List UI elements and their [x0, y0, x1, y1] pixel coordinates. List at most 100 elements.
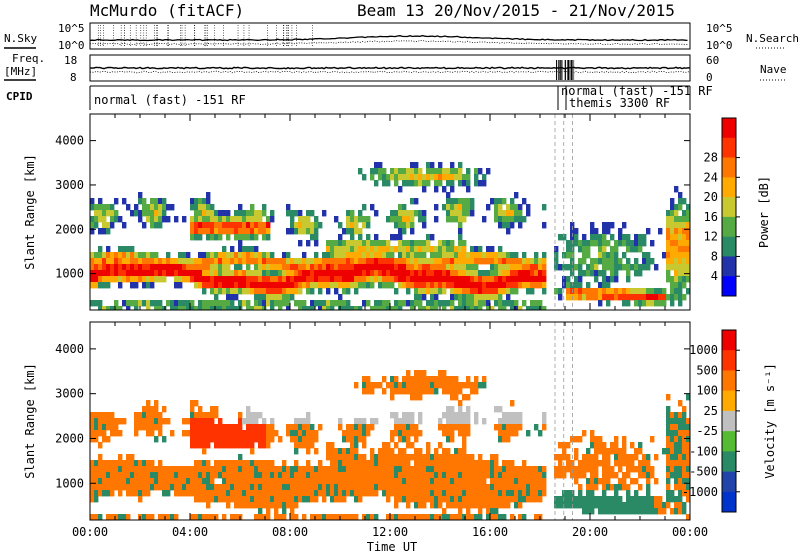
heatmap-cell — [238, 502, 243, 509]
heatmap-cell — [626, 490, 631, 497]
heatmap-cell — [482, 276, 487, 283]
heatmap-cell — [262, 288, 267, 295]
heatmap-cell — [134, 430, 139, 437]
heatmap-cell — [214, 258, 219, 265]
heatmap-cell — [526, 264, 531, 271]
heatmap-cell — [518, 276, 523, 283]
heatmap-cell — [402, 258, 407, 265]
heatmap-cell — [214, 496, 219, 503]
heatmap-cell — [478, 502, 483, 509]
heatmap-cell — [618, 294, 623, 301]
heatmap-cell — [474, 502, 479, 509]
heatmap-cell — [418, 174, 423, 181]
heatmap-cell — [458, 454, 463, 461]
heatmap-cell — [674, 460, 679, 467]
heatmap-cell — [370, 460, 375, 467]
heatmap-cell — [686, 276, 690, 283]
heatmap-cell — [190, 306, 195, 310]
heatmap-cell — [414, 288, 419, 295]
heatmap-cell — [678, 418, 683, 425]
heatmap-cell — [310, 270, 315, 277]
colorbar-segment — [722, 410, 736, 432]
heatmap-cell — [594, 234, 599, 241]
heatmap-cell — [454, 294, 459, 301]
heatmap-cell — [682, 246, 687, 253]
heatmap-cell — [170, 466, 175, 473]
heatmap-cell — [514, 306, 519, 310]
heatmap-cell — [594, 228, 599, 235]
heatmap-cell — [470, 466, 475, 473]
heatmap-cell — [386, 460, 391, 467]
heatmap-cell — [438, 370, 443, 377]
heatmap-cell — [466, 168, 471, 175]
heatmap-cell — [362, 300, 367, 307]
heatmap-cell — [110, 490, 115, 497]
heatmap-cell — [490, 478, 495, 485]
heatmap-cell — [450, 174, 455, 181]
heatmap-cell — [238, 240, 243, 247]
heatmap-cell — [510, 264, 515, 271]
heatmap-cell — [338, 234, 343, 241]
heatmap-cell — [94, 258, 99, 265]
heatmap-cell — [298, 216, 303, 223]
heatmap-cell — [258, 216, 263, 223]
heatmap-cell — [430, 174, 435, 181]
heatmap-cell — [154, 210, 159, 217]
heatmap-cell — [606, 222, 611, 229]
heatmap-cell — [322, 466, 327, 473]
heatmap-cell — [542, 472, 547, 479]
heatmap-cell — [630, 240, 635, 247]
heatmap-cell — [342, 448, 347, 455]
heatmap-cell — [250, 460, 255, 467]
heatmap-cell — [230, 258, 235, 265]
heatmap-cell — [330, 270, 335, 277]
heatmap-cell — [586, 264, 591, 271]
heatmap-cell — [646, 294, 651, 301]
heatmap-cell — [674, 240, 679, 247]
heatmap-cell — [686, 484, 690, 491]
heatmap-cell — [482, 484, 487, 491]
heatmap-cell — [466, 454, 471, 461]
heatmap-cell — [450, 210, 455, 217]
heatmap-cell — [390, 466, 395, 473]
heatmap-cell — [590, 460, 595, 467]
heatmap-cell — [194, 472, 199, 479]
heatmap-cell — [138, 270, 143, 277]
heatmap-cell — [414, 448, 419, 455]
heatmap-cell — [422, 174, 427, 181]
heatmap-cell — [226, 472, 231, 479]
heatmap-cell — [522, 490, 527, 497]
heatmap-cell — [662, 502, 667, 509]
heatmap-cell — [222, 258, 227, 265]
heatmap-cell — [390, 276, 395, 283]
heatmap-cell — [390, 282, 395, 289]
heatmap-cell — [682, 436, 687, 443]
heatmap-cell — [198, 222, 203, 229]
heatmap-cell — [346, 258, 351, 265]
heatmap-cell — [246, 466, 251, 473]
heatmap-cell — [266, 496, 271, 503]
heatmap-cell — [370, 418, 375, 425]
heatmap-cell — [366, 484, 371, 491]
heatmap-cell — [398, 246, 403, 253]
heatmap-cell — [154, 412, 159, 419]
heatmap-cell — [294, 300, 299, 307]
heatmap-cell — [458, 288, 463, 295]
heatmap-cell — [542, 252, 547, 259]
heatmap-cell — [274, 508, 279, 515]
heatmap-cell — [110, 204, 115, 211]
heatmap-cell — [670, 466, 675, 473]
heatmap-cell — [482, 300, 487, 307]
heatmap-cell — [378, 240, 383, 247]
heatmap-cell — [466, 198, 471, 205]
heatmap-cell — [130, 490, 135, 497]
heatmap-cell — [410, 300, 415, 307]
heatmap-cell — [270, 306, 275, 310]
heatmap-cell — [522, 276, 527, 283]
heatmap-cell — [218, 216, 223, 223]
heatmap-cell — [674, 466, 679, 473]
heatmap-cell — [526, 484, 531, 491]
heatmap-cell — [338, 478, 343, 485]
heatmap-cell — [202, 412, 207, 419]
heatmap-cell — [454, 394, 459, 401]
